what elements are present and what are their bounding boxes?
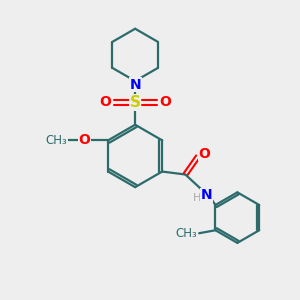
- Text: N: N: [129, 78, 141, 92]
- Text: O: O: [78, 133, 90, 147]
- Text: CH₃: CH₃: [175, 227, 196, 240]
- Text: O: O: [100, 95, 111, 110]
- Text: S: S: [130, 95, 141, 110]
- Text: N: N: [129, 78, 141, 92]
- Text: N: N: [200, 188, 212, 202]
- Text: O: O: [159, 95, 171, 110]
- Text: CH₃: CH₃: [45, 134, 67, 147]
- Text: H: H: [193, 193, 202, 203]
- Text: O: O: [198, 147, 210, 161]
